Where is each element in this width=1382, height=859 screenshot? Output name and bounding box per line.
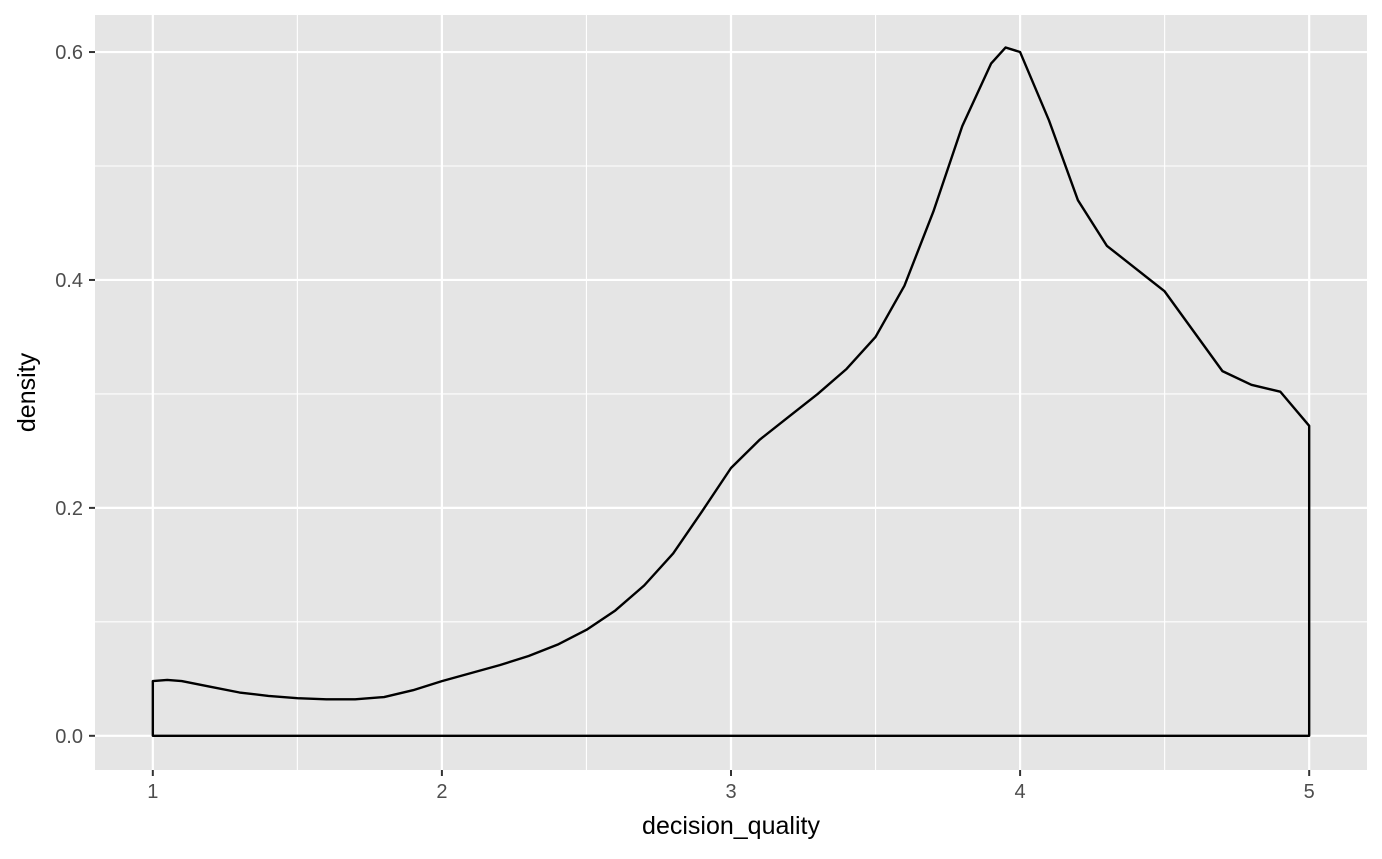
major-gridlines bbox=[95, 15, 1367, 770]
y-tick-label: 0.0 bbox=[55, 726, 83, 748]
y-axis-ticks: 0.0 0.2 0.4 0.6 bbox=[55, 42, 95, 748]
density-marks bbox=[151, 46, 1311, 738]
y-tick-label: 0.6 bbox=[55, 42, 83, 64]
x-tick-label: 3 bbox=[725, 781, 736, 803]
y-tick-label: 0.4 bbox=[55, 270, 83, 292]
x-tick-label: 2 bbox=[436, 781, 447, 803]
x-tick-label: 1 bbox=[147, 781, 158, 803]
x-tick-label: 4 bbox=[1015, 781, 1026, 803]
y-axis-title: density bbox=[13, 352, 41, 432]
x-axis-title: decision_quality bbox=[642, 812, 820, 840]
x-axis-ticks: 1 2 3 4 5 bbox=[147, 770, 1315, 803]
y-tick-label: 0.2 bbox=[55, 498, 83, 520]
x-tick-label: 5 bbox=[1304, 781, 1315, 803]
density-curve bbox=[151, 46, 1311, 738]
